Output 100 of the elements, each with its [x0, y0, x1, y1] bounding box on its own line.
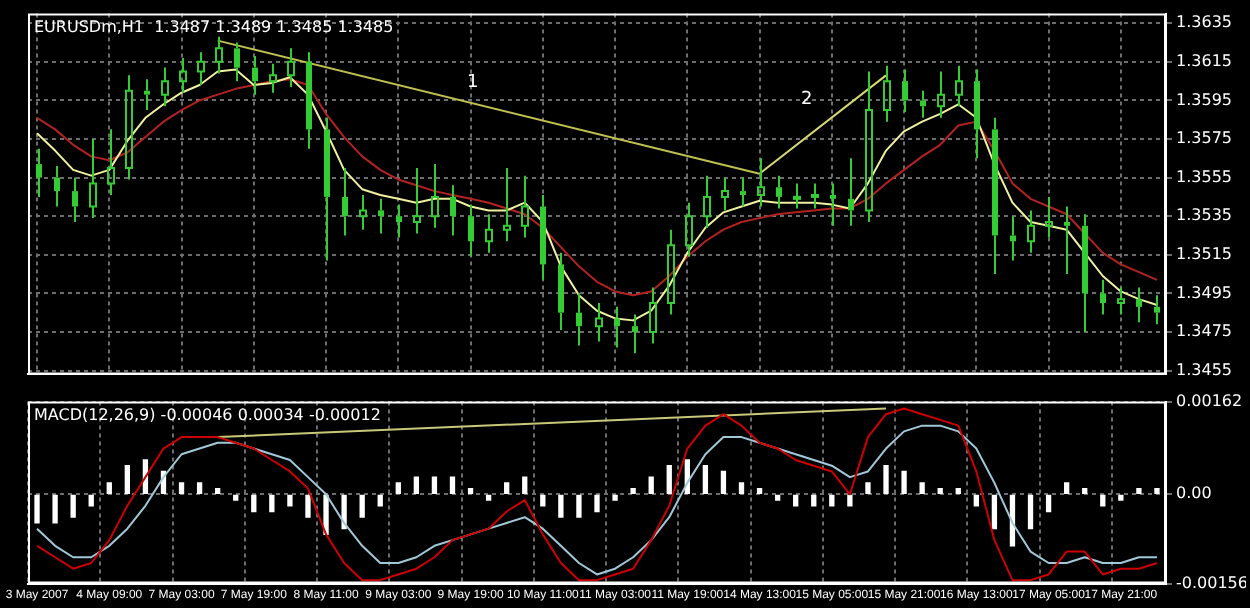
- y-tick-label: 1.3535: [1176, 206, 1232, 225]
- candlestick: [252, 55, 258, 96]
- candlestick: [54, 165, 60, 208]
- candlestick: [540, 193, 546, 281]
- bar: [34, 494, 40, 524]
- candlestick: [485, 213, 493, 254]
- candlestick: [1136, 286, 1142, 324]
- bar: [576, 494, 582, 518]
- bar: [1118, 494, 1124, 501]
- bar: [937, 487, 943, 494]
- series-label: 2: [801, 90, 813, 111]
- candlestick: [89, 138, 97, 220]
- series-label: 1: [466, 72, 479, 93]
- candlestick: [144, 78, 150, 112]
- bar: [901, 470, 907, 494]
- bar: [1082, 487, 1088, 494]
- candlestick: [161, 66, 169, 108]
- candlestick: [576, 292, 582, 347]
- candlestick: [179, 56, 187, 94]
- candlestick: [269, 62, 277, 94]
- bar: [702, 465, 709, 494]
- bar: [522, 476, 528, 494]
- candlestick: [1027, 209, 1035, 254]
- candlestick: [920, 89, 926, 119]
- candlestick: [234, 41, 240, 83]
- bar: [666, 465, 672, 494]
- candlestick: [595, 302, 603, 343]
- y-tick-label: 0.00162: [1176, 391, 1243, 410]
- y-tick-label: 1.3595: [1176, 90, 1232, 109]
- candlestick: [776, 174, 782, 210]
- candlestick: [36, 147, 42, 198]
- bar: [467, 487, 474, 494]
- bar: [251, 494, 257, 513]
- candlestick: [848, 157, 854, 227]
- bar: [612, 494, 618, 501]
- bar: [558, 494, 564, 518]
- candlestick: [72, 176, 78, 223]
- candlestick: [468, 203, 474, 258]
- y-tick-label: 1.3635: [1176, 13, 1232, 32]
- candlestick: [614, 305, 620, 349]
- y-tick-label: 1.3475: [1176, 322, 1232, 341]
- bar: [883, 465, 889, 494]
- candlestick: [992, 116, 998, 276]
- candlestick: [667, 228, 675, 316]
- bar: [1063, 482, 1070, 494]
- candlestick: [649, 286, 657, 345]
- candlestick: [306, 51, 312, 150]
- bar: [449, 476, 456, 494]
- bar: [106, 482, 112, 494]
- candlestick: [685, 201, 693, 258]
- y-tick-label: 1.3515: [1176, 244, 1232, 263]
- candlestick: [431, 163, 439, 229]
- candlestick: [757, 157, 765, 208]
- bar: [865, 482, 871, 494]
- candlestick: [521, 174, 529, 239]
- candlestick: [937, 70, 945, 119]
- candlestick: [378, 197, 384, 235]
- candlestick: [883, 64, 891, 123]
- candlestick: [902, 68, 908, 113]
- bar: [233, 494, 239, 501]
- bar: [720, 470, 727, 494]
- bar: [648, 476, 654, 494]
- y-tick-label: 1.3555: [1176, 167, 1232, 186]
- bar: [395, 482, 401, 494]
- candlestick: [811, 182, 819, 210]
- candlestick: [125, 74, 133, 181]
- bar: [991, 494, 998, 530]
- bar: [919, 482, 925, 494]
- candlestick: [721, 176, 729, 212]
- candlestick: [1154, 294, 1160, 326]
- candlestick: [342, 166, 348, 237]
- bar: [630, 487, 636, 494]
- y-tick-label: 1.3495: [1176, 283, 1232, 302]
- bar: [1027, 494, 1034, 530]
- candlestick: [396, 203, 402, 239]
- bar: [359, 494, 365, 518]
- bar: [52, 494, 58, 524]
- candlestick: [1117, 286, 1125, 316]
- bar: [341, 494, 347, 530]
- bar: [215, 487, 221, 494]
- bar: [1154, 487, 1160, 494]
- candlestick: [865, 70, 873, 223]
- candlestick: [1010, 215, 1016, 262]
- candlestick: [1064, 205, 1070, 276]
- y-tick-label: 1.3455: [1176, 360, 1232, 379]
- bar: [287, 494, 293, 507]
- candlestick: [450, 184, 456, 237]
- candlestick: [955, 64, 963, 108]
- candlestick: [740, 176, 746, 208]
- bar: [70, 494, 76, 518]
- bar: [124, 465, 131, 494]
- candlestick: [1082, 213, 1088, 333]
- bar: [504, 482, 510, 494]
- y-tick-label: 1.3615: [1176, 51, 1232, 70]
- bar: [269, 494, 275, 513]
- candlestick: [558, 251, 564, 332]
- bar: [413, 476, 420, 494]
- bar: [1136, 487, 1142, 494]
- candlestick: [215, 35, 223, 75]
- candlestick: [359, 193, 367, 231]
